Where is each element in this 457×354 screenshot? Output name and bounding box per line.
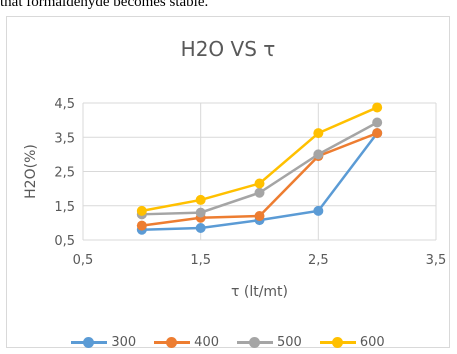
x-axis-label: τ (lt/mt) [231,284,288,300]
legend-item-600: 600 [319,335,385,350]
data-point-500 [254,187,265,198]
chart-container: H2O VS τ 0,5 1,5 2,5 3,5 4,5 0,5 1,5 2,5 3,5 τ (l… [6,16,450,350]
legend-label: 500 [277,335,302,350]
y-tick-label: 2,5 [54,166,75,181]
data-point-600 [195,194,206,205]
series-line-500 [141,121,378,216]
x-tick-label: 1,5 [190,253,211,268]
legend-item-300: 300 [71,335,136,350]
chart-legend: 300 400 500 600 [7,335,449,350]
data-point-600 [254,178,265,189]
data-point-600 [313,128,324,139]
data-point-300 [195,223,206,234]
data-point-500 [313,149,324,160]
data-point-400 [136,220,147,231]
data-point-500 [195,207,206,218]
y-tick-label: 4,5 [54,97,75,112]
legend-label: 600 [359,335,385,350]
legend-label: 400 [194,335,219,350]
x-tick-label: 0,5 [73,253,94,268]
legend-marker-dot [83,337,95,348]
legend-marker [154,337,191,348]
y-tick-label: 0,5 [54,234,75,249]
legend-label: 300 [111,335,137,350]
y-tick-label: 1,5 [54,200,75,215]
x-tick-label: 3,5 [426,253,447,268]
y-tick-label: 3,5 [54,131,75,146]
legend-marker-dot [331,337,343,348]
data-point-300 [313,205,324,216]
data-point-400 [254,211,265,222]
data-point-400 [372,128,383,139]
legend-marker-dot [166,337,178,348]
page-text-snippet: that formaldehyde becomes stable. [0,0,209,10]
data-point-500 [372,117,383,128]
data-point-600 [136,205,147,216]
legend-marker [71,337,108,348]
legend-marker [237,337,273,348]
legend-marker [319,337,356,348]
legend-marker-dot [249,337,260,348]
data-point-600 [372,102,383,113]
x-tick-label: 2,5 [308,253,329,268]
y-axis-label: H2O(%) [23,144,39,199]
legend-item-500: 500 [237,335,302,350]
line-chart: 0,5 1,5 2,5 3,5 4,5 0,5 1,5 2,5 3,5 τ (lt/mt) H2O(… [23,97,447,300]
chart-title: H2O VS τ [180,37,276,61]
legend-item-400: 400 [154,335,219,350]
